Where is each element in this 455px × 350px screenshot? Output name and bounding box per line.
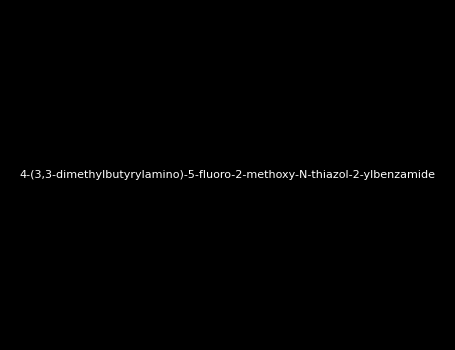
Text: 4-(3,3-dimethylbutyrylamino)-5-fluoro-2-methoxy-N-thiazol-2-ylbenzamide: 4-(3,3-dimethylbutyrylamino)-5-fluoro-2-…	[20, 170, 435, 180]
